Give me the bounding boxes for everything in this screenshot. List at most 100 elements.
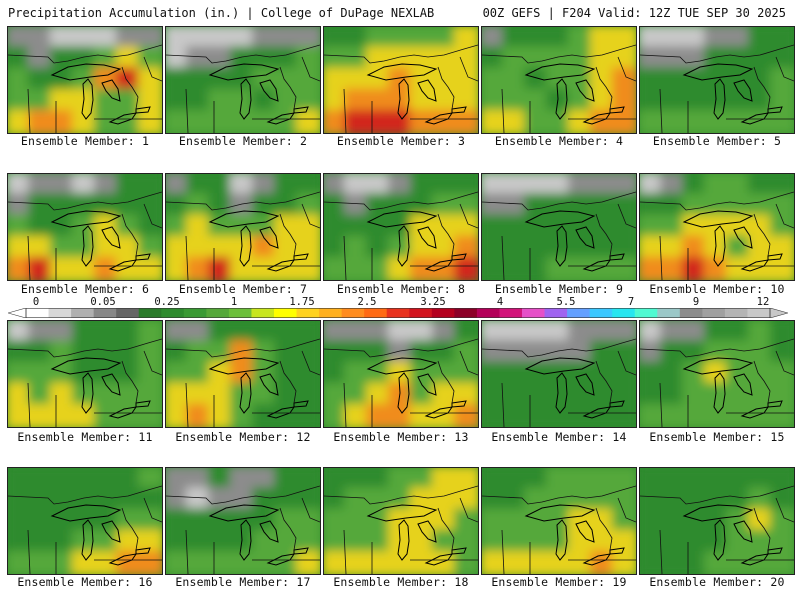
lake-outline bbox=[50, 504, 122, 522]
precip-cell bbox=[324, 256, 348, 280]
member-caption: Ensemble Member: 6 bbox=[20, 282, 150, 296]
precip-cell bbox=[72, 214, 98, 240]
lake-outline bbox=[575, 226, 595, 249]
precip-cell bbox=[94, 46, 120, 72]
lake-outline bbox=[713, 519, 726, 561]
precip-cell bbox=[50, 174, 76, 198]
border-line bbox=[279, 66, 297, 110]
precip-cell bbox=[568, 109, 594, 133]
colorbar-outline bbox=[25, 308, 771, 318]
precip-cell bbox=[524, 174, 550, 198]
product-title: Precipitation Accumulation (in.) | Colle… bbox=[8, 6, 435, 20]
member-caption: Ensemble Member: 14 bbox=[491, 430, 627, 444]
border-line bbox=[482, 338, 636, 358]
precip-cell bbox=[502, 468, 528, 492]
precip-cell bbox=[72, 361, 98, 387]
precip-cell bbox=[344, 550, 370, 574]
precip-cell bbox=[296, 529, 320, 555]
precip-field bbox=[482, 321, 636, 427]
precip-cell bbox=[726, 321, 752, 345]
lake-outline bbox=[266, 406, 296, 419]
precip-cell bbox=[344, 321, 370, 345]
precip-cell bbox=[344, 174, 370, 198]
precip-cell bbox=[502, 382, 528, 408]
member-caption: Ensemble Member: 11 bbox=[17, 430, 153, 444]
precip-cell bbox=[482, 550, 506, 574]
precip-cell bbox=[274, 67, 300, 93]
precip-cell bbox=[252, 321, 278, 345]
border-line bbox=[753, 360, 771, 404]
precip-cell bbox=[296, 468, 320, 492]
precip-cell bbox=[546, 382, 572, 408]
ensemble-member-map bbox=[165, 320, 321, 428]
precip-cell bbox=[116, 27, 142, 51]
precip-cell bbox=[72, 403, 98, 427]
lake-outline bbox=[524, 504, 596, 522]
precip-cell bbox=[590, 340, 616, 366]
precip-cell bbox=[324, 321, 348, 345]
precip-cell bbox=[704, 214, 730, 240]
precip-cell bbox=[770, 468, 794, 492]
precip-cell bbox=[660, 109, 686, 133]
precip-cell bbox=[388, 88, 414, 114]
lake-outline bbox=[366, 357, 438, 375]
precip-cell bbox=[524, 340, 550, 366]
precip-cell bbox=[230, 508, 256, 534]
precip-cell bbox=[410, 321, 436, 345]
precip-cell bbox=[660, 361, 686, 387]
precip-cell bbox=[50, 403, 76, 427]
lake-outline bbox=[733, 79, 753, 102]
precip-cell bbox=[138, 321, 162, 345]
colorbar-swatch bbox=[431, 308, 455, 318]
border-line bbox=[437, 213, 455, 257]
lake-outline bbox=[50, 210, 122, 228]
precip-cell bbox=[502, 403, 528, 427]
precip-cell bbox=[296, 109, 320, 133]
lake-outline bbox=[108, 406, 138, 419]
precip-cell bbox=[366, 468, 392, 492]
precip-cell bbox=[568, 46, 594, 72]
precip-cell bbox=[410, 256, 436, 280]
precip-cell bbox=[50, 193, 76, 219]
border-line bbox=[501, 88, 505, 133]
header-bar: Precipitation Accumulation (in.) | Colle… bbox=[0, 0, 800, 22]
precip-cell bbox=[660, 382, 686, 408]
lake-outline bbox=[713, 78, 726, 120]
precip-cell bbox=[590, 321, 616, 345]
lake-outline bbox=[682, 210, 754, 228]
precip-cell bbox=[166, 174, 190, 198]
precip-field bbox=[482, 174, 636, 280]
precip-cell bbox=[94, 550, 120, 574]
precip-cell bbox=[660, 174, 686, 198]
precip-cell bbox=[546, 27, 572, 51]
border-line bbox=[775, 203, 794, 229]
precip-cell bbox=[274, 321, 300, 345]
precip-cell bbox=[524, 193, 550, 219]
lake-outline bbox=[740, 553, 770, 566]
precip-cell bbox=[8, 468, 32, 492]
precip-cell bbox=[274, 468, 300, 492]
precip-cell bbox=[454, 109, 478, 133]
precip-cell bbox=[252, 550, 278, 574]
lake-outline bbox=[208, 357, 280, 375]
lake-outline bbox=[259, 373, 279, 396]
precip-cell bbox=[296, 382, 320, 408]
precip-cell bbox=[502, 27, 528, 51]
precip-cell bbox=[208, 88, 234, 114]
lake-outline bbox=[135, 400, 151, 408]
precip-cell bbox=[366, 46, 392, 72]
lake-outline bbox=[259, 226, 279, 249]
precip-cell bbox=[186, 174, 212, 198]
precip-cell bbox=[682, 27, 708, 51]
precip-cell bbox=[388, 67, 414, 93]
border-line bbox=[343, 235, 347, 280]
border-line bbox=[166, 485, 320, 505]
precip-cell bbox=[568, 193, 594, 219]
precip-cell bbox=[252, 468, 278, 492]
lake-outline bbox=[582, 406, 612, 419]
precip-cell bbox=[482, 403, 506, 427]
precip-cell bbox=[208, 109, 234, 133]
precip-cell bbox=[454, 403, 478, 427]
lake-outline bbox=[555, 519, 568, 561]
precip-cell bbox=[28, 235, 54, 261]
